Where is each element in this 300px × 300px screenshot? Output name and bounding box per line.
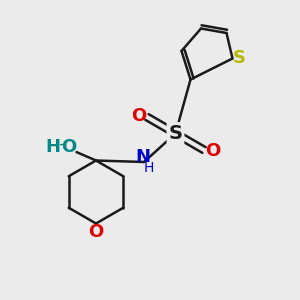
Text: O: O: [61, 138, 76, 156]
Text: O: O: [205, 142, 220, 160]
Text: S: S: [232, 50, 246, 68]
Text: S: S: [169, 124, 182, 143]
Text: H: H: [45, 138, 60, 156]
Text: O: O: [88, 223, 104, 241]
Text: O: O: [131, 106, 146, 124]
Text: -: -: [58, 135, 65, 153]
Text: H: H: [143, 161, 154, 175]
Text: N: N: [135, 148, 150, 166]
